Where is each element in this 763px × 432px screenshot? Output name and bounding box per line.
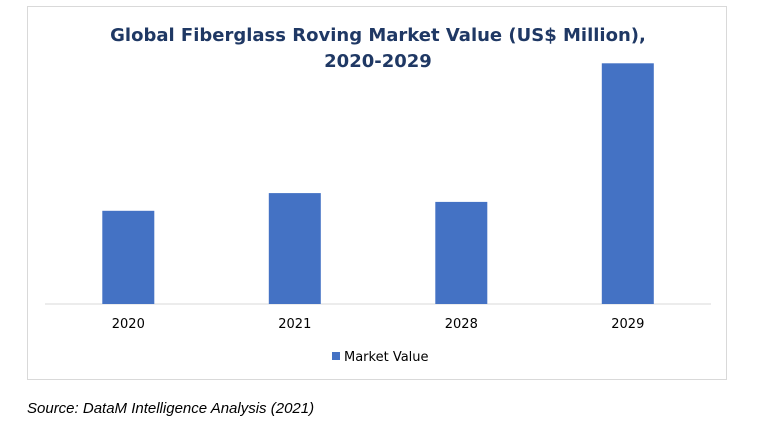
- x-tick-label-2029: 2029: [611, 317, 644, 332]
- bars-layer: [102, 63, 654, 304]
- bar-2028: [435, 201, 488, 304]
- chart-frame: Global Fiberglass Roving Market Value (U…: [27, 6, 727, 380]
- x-tick-label-2020: 2020: [112, 317, 145, 332]
- bar-2021: [268, 193, 321, 304]
- bar-chart: 2020 2021 2028 2029 Market Value: [45, 63, 711, 365]
- x-tick-label-2021: 2021: [278, 317, 311, 332]
- legend: Market Value: [332, 350, 429, 365]
- chart-title: Global Fiberglass Roving Market Value (U…: [110, 25, 646, 72]
- x-tick-labels: 2020 2021 2028 2029: [112, 317, 645, 332]
- legend-label: Market Value: [344, 350, 429, 365]
- legend-swatch: [332, 352, 340, 360]
- source-note: Source: DataM Intelligence Analysis (202…: [27, 400, 315, 417]
- bar-2029: [601, 63, 654, 304]
- x-tick-label-2028: 2028: [445, 317, 478, 332]
- bar-2020: [102, 210, 155, 304]
